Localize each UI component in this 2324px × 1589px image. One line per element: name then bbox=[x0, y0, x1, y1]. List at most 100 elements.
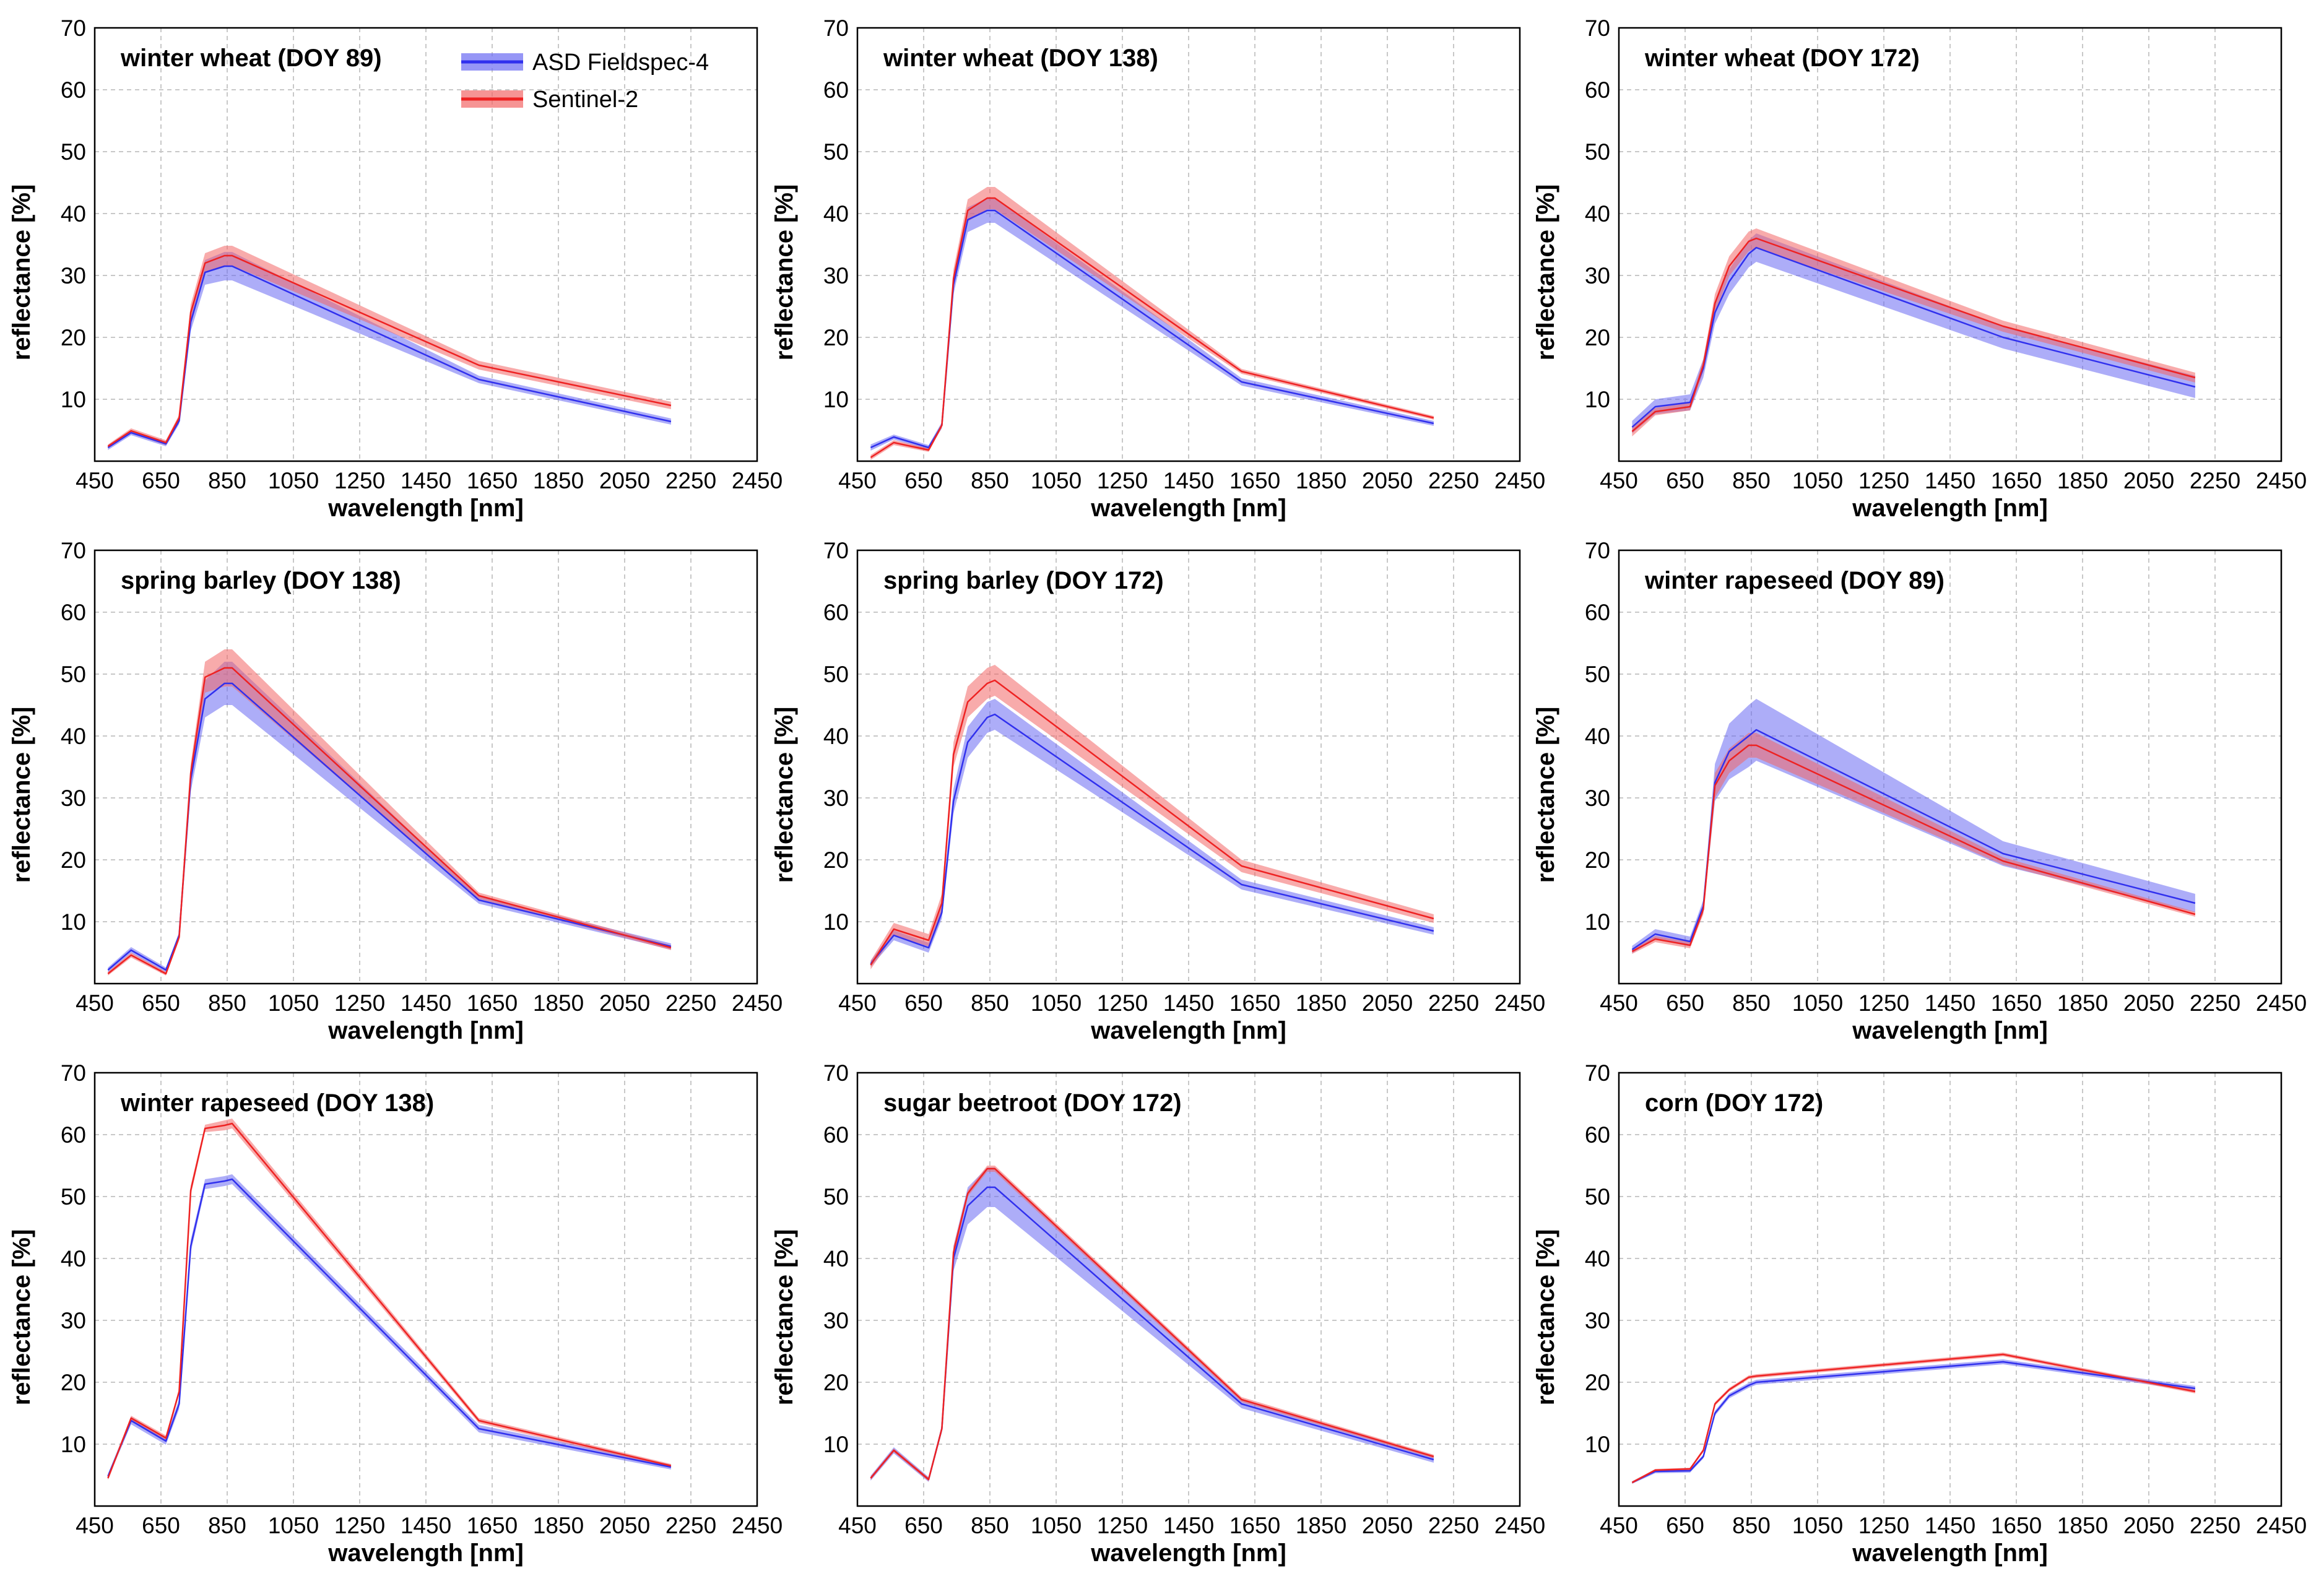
x-axis-label: wavelength [nm] bbox=[1852, 1017, 2048, 1044]
y-tick-label: 20 bbox=[61, 847, 86, 873]
y-axis-label: reflectance [%] bbox=[771, 184, 798, 361]
y-tick-label: 40 bbox=[61, 724, 86, 749]
y-axis-label: reflectance [%] bbox=[8, 184, 35, 361]
x-tick-label: 2450 bbox=[2256, 990, 2307, 1016]
x-tick-label: 1650 bbox=[1991, 1513, 2042, 1538]
panel-title: winter wheat (DOY 138) bbox=[883, 45, 1158, 72]
x-tick-label: 2050 bbox=[1362, 990, 1413, 1016]
x-tick-label: 850 bbox=[971, 1513, 1009, 1538]
asd-mean-line bbox=[1631, 246, 2196, 428]
panel-title: winter rapeseed (DOY 138) bbox=[120, 1089, 434, 1117]
x-tick-label: 850 bbox=[971, 468, 1009, 493]
sentinel2-mean-line bbox=[1631, 744, 2196, 953]
sentinel2-mean-line bbox=[1631, 237, 2196, 432]
x-tick-label: 1450 bbox=[401, 468, 451, 493]
x-tick-label: 1450 bbox=[1925, 990, 1975, 1016]
x-axis-label: wavelength [nm] bbox=[327, 1017, 524, 1044]
panel-title: sugar beetroot (DOY 172) bbox=[883, 1089, 1182, 1117]
y-tick-label: 20 bbox=[1585, 1370, 1610, 1395]
x-tick-label: 650 bbox=[904, 1513, 943, 1538]
y-tick-label: 10 bbox=[1585, 1432, 1610, 1457]
y-tick-label: 30 bbox=[1585, 263, 1610, 288]
y-tick-label: 50 bbox=[61, 1184, 86, 1210]
y-tick-label: 40 bbox=[61, 1246, 86, 1271]
plot-frame bbox=[1618, 549, 2283, 985]
y-tick-label: 40 bbox=[823, 201, 849, 227]
x-tick-label: 2450 bbox=[1494, 468, 1545, 493]
y-tick-label: 50 bbox=[823, 139, 849, 165]
panel-title: corn (DOY 172) bbox=[1645, 1089, 1823, 1117]
x-tick-label: 2250 bbox=[666, 468, 716, 493]
plot-area bbox=[857, 1073, 1520, 1506]
panel-title: winter wheat (DOY 89) bbox=[120, 45, 382, 72]
y-tick-label: 40 bbox=[823, 1246, 849, 1271]
y-tick-label: 40 bbox=[1585, 724, 1610, 749]
y-axis-label: reflectance [%] bbox=[771, 1229, 798, 1406]
plot-frame bbox=[93, 27, 758, 462]
plot-frame bbox=[856, 1072, 1521, 1507]
y-tick-label: 60 bbox=[823, 77, 849, 103]
y-tick-label: 70 bbox=[1585, 15, 1610, 41]
x-tick-label: 1050 bbox=[268, 990, 319, 1016]
x-tick-label: 2450 bbox=[732, 990, 783, 1016]
x-tick-label: 2250 bbox=[666, 990, 716, 1016]
x-tick-label: 450 bbox=[1600, 468, 1638, 493]
x-tick-label: 2050 bbox=[599, 1513, 650, 1538]
y-tick-label: 10 bbox=[823, 387, 849, 412]
y-tick-label: 50 bbox=[61, 662, 86, 687]
legend: ASD Fieldspec-4 Sentinel-2 bbox=[461, 50, 709, 113]
y-tick-label: 30 bbox=[1585, 1308, 1610, 1333]
y-tick-label: 30 bbox=[61, 263, 86, 288]
x-tick-label: 650 bbox=[1666, 990, 1704, 1016]
x-tick-label: 1050 bbox=[1792, 468, 1843, 493]
sentinel2-mean-line bbox=[1631, 1353, 2196, 1484]
x-tick-label: 1650 bbox=[467, 990, 518, 1016]
asd-mean-line bbox=[870, 209, 1434, 449]
y-tick-label: 10 bbox=[61, 1432, 86, 1457]
asd-spread-band bbox=[870, 198, 1434, 451]
x-tick-label: 650 bbox=[142, 990, 180, 1016]
y-tick-label: 40 bbox=[1585, 1246, 1610, 1271]
x-tick-label: 1250 bbox=[334, 990, 385, 1016]
x-tick-label: 1050 bbox=[1031, 990, 1082, 1016]
asd-mean-line bbox=[107, 265, 672, 449]
y-tick-label: 20 bbox=[1585, 847, 1610, 873]
y-axis-label: reflectance [%] bbox=[771, 707, 798, 883]
y-tick-label: 70 bbox=[61, 15, 86, 41]
x-tick-label: 1450 bbox=[1163, 468, 1214, 493]
y-tick-label: 30 bbox=[1585, 786, 1610, 811]
sentinel2-mean-line bbox=[107, 667, 672, 975]
y-tick-label: 50 bbox=[1585, 139, 1610, 165]
y-tick-label: 40 bbox=[1585, 201, 1610, 227]
x-tick-label: 450 bbox=[76, 1513, 114, 1538]
x-tick-label: 2250 bbox=[2190, 468, 2240, 493]
chart-panel: 450 650 850 1050 1250 1450 1650 1850 2050 2250 245… bbox=[8, 1060, 783, 1567]
x-tick-label: 1650 bbox=[1991, 468, 2042, 493]
y-tick-label: 60 bbox=[823, 1122, 849, 1148]
y-axis-label: reflectance [%] bbox=[8, 707, 35, 883]
x-tick-label: 850 bbox=[971, 990, 1009, 1016]
x-tick-label: 850 bbox=[208, 1513, 246, 1538]
plot-frame bbox=[1618, 27, 2283, 462]
sentinel2-mean-line bbox=[870, 197, 1434, 459]
x-tick-label: 1450 bbox=[1163, 990, 1214, 1016]
y-tick-label: 10 bbox=[823, 909, 849, 935]
x-tick-label: 1050 bbox=[1031, 1513, 1082, 1538]
x-tick-label: 2050 bbox=[2123, 468, 2174, 493]
plot-area bbox=[95, 1073, 757, 1506]
x-tick-label: 2050 bbox=[1362, 468, 1413, 493]
x-tick-label: 1250 bbox=[1858, 468, 1909, 493]
x-tick-label: 2050 bbox=[2123, 990, 2174, 1016]
chart-panel: 450 650 850 1050 1250 1450 1650 1850 2050 2250 245… bbox=[1532, 15, 2307, 522]
x-tick-label: 1650 bbox=[1991, 990, 2042, 1016]
x-tick-label: 450 bbox=[76, 468, 114, 493]
x-axis-label: wavelength [nm] bbox=[1090, 495, 1286, 522]
y-axis-label: reflectance [%] bbox=[1532, 184, 1559, 361]
x-tick-label: 850 bbox=[1732, 990, 1771, 1016]
x-tick-label: 1250 bbox=[334, 468, 385, 493]
y-tick-label: 50 bbox=[61, 139, 86, 165]
plot-area bbox=[95, 550, 757, 984]
plot-area bbox=[95, 28, 757, 461]
sentinel2-mean-line bbox=[870, 679, 1434, 966]
